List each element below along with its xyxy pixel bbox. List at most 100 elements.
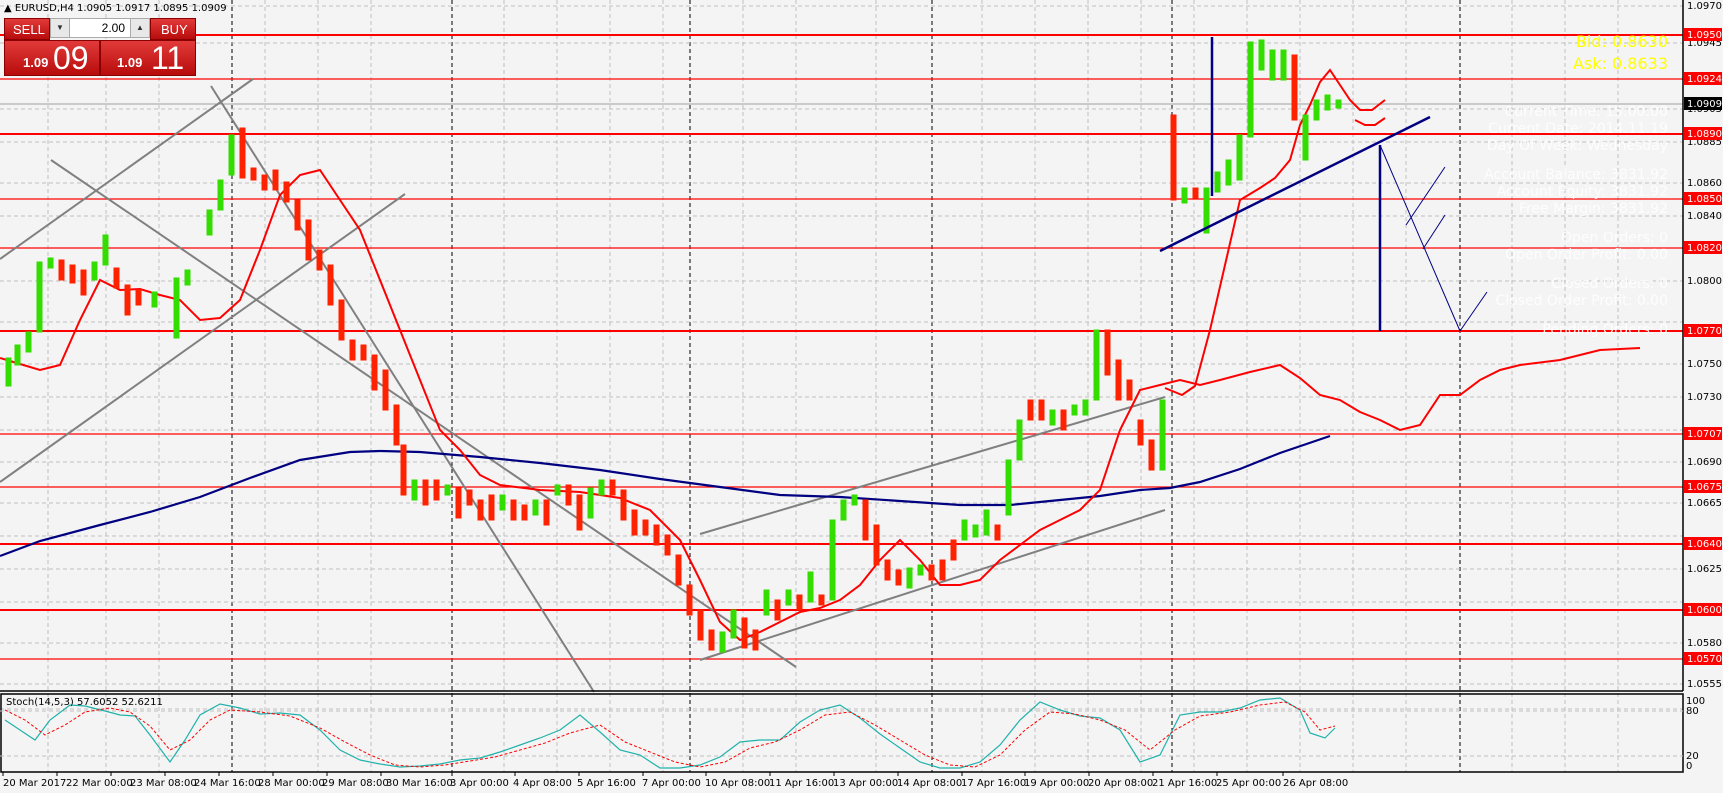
svg-text:1.0580: 1.0580 <box>1687 638 1722 649</box>
stoch-scale: 100 80 20 0 <box>1686 696 1705 772</box>
time-axis-ticks <box>2 772 1284 776</box>
svg-text:24 Mar 16:00: 24 Mar 16:00 <box>194 778 261 789</box>
svg-text:1.0909: 1.0909 <box>1687 99 1722 110</box>
svg-text:1.0750: 1.0750 <box>1687 359 1722 370</box>
svg-text:1.0707: 1.0707 <box>1687 429 1722 440</box>
current-date-text: Current Date: 2014.11.19 <box>1488 121 1668 137</box>
svg-text:20: 20 <box>1686 751 1699 762</box>
svg-text:5 Apr 16:00: 5 Apr 16:00 <box>577 778 636 789</box>
level-price-tags: 1.0950 1.0924 1.0909 1.0890 1.0850 1.082… <box>1684 28 1722 665</box>
svg-text:1.0625: 1.0625 <box>1687 564 1722 575</box>
lot-decrease-icon[interactable]: ▼ <box>51 19 70 37</box>
svg-text:1.0570: 1.0570 <box>1687 654 1722 665</box>
open-orders-text: Open Orders: 0 <box>1561 230 1668 246</box>
svg-text:14 Apr 08:00: 14 Apr 08:00 <box>897 778 962 789</box>
fast-moving-average <box>0 168 1641 642</box>
svg-text:25 Apr 00:00: 25 Apr 00:00 <box>1216 778 1281 789</box>
projection-lines[interactable] <box>1159 37 1488 332</box>
candlesticks[interactable] <box>5 39 1342 653</box>
svg-text:1.0885: 1.0885 <box>1687 137 1722 148</box>
svg-text:23 Mar 08:00: 23 Mar 08:00 <box>130 778 197 789</box>
buy-price-prefix: 1.09 <box>117 55 143 70</box>
stoch-signal-line <box>4 701 1336 768</box>
stochastic-label: Stoch(14,5,3) 57.6052 52.6211 <box>6 697 163 708</box>
price-tail <box>1354 117 1386 126</box>
svg-text:7 Apr 00:00: 7 Apr 00:00 <box>642 778 701 789</box>
svg-text:11 Apr 16:00: 11 Apr 16:00 <box>769 778 834 789</box>
sell-price-pips: 09 <box>53 40 89 76</box>
svg-text:1.0950: 1.0950 <box>1687 30 1722 41</box>
sell-price-button[interactable]: 1.09 09 <box>4 40 100 76</box>
account-equity-text: Account Equity: 3831.92 <box>1496 184 1668 200</box>
svg-text:29 Mar 08:00: 29 Mar 08:00 <box>322 778 389 789</box>
svg-text:20 Apr 08:00: 20 Apr 08:00 <box>1088 778 1153 789</box>
stoch-main-line <box>4 697 1336 769</box>
stochastic-panel[interactable] <box>0 693 1684 773</box>
support-resistance-levels[interactable] <box>0 34 1683 660</box>
svg-text:17 Apr 16:00: 17 Apr 16:00 <box>961 778 1026 789</box>
svg-text:0: 0 <box>1686 761 1692 772</box>
lot-size-stepper[interactable]: ▼ 2.00 ▲ <box>50 18 150 38</box>
svg-text:1.0640: 1.0640 <box>1687 539 1722 550</box>
buy-button[interactable]: BUY <box>150 18 196 40</box>
svg-text:1.0600: 1.0600 <box>1687 605 1722 616</box>
svg-text:1.0730: 1.0730 <box>1687 392 1722 403</box>
svg-text:20 Mar 2017: 20 Mar 2017 <box>3 778 66 789</box>
slow-moving-average <box>0 434 1331 558</box>
svg-text:26 Apr 08:00: 26 Apr 08:00 <box>1283 778 1348 789</box>
lot-increase-icon[interactable]: ▲ <box>130 19 149 37</box>
svg-text:13 Apr 00:00: 13 Apr 00:00 <box>833 778 898 789</box>
symbol-ohlc-header: ▲ EURUSD,H4 1.0905 1.0917 1.0895 1.0909 <box>4 3 227 14</box>
account-balance-text: Account Balance: 3831.92 <box>1484 167 1668 183</box>
svg-text:4 Apr 08:00: 4 Apr 08:00 <box>513 778 572 789</box>
svg-text:80: 80 <box>1686 706 1699 717</box>
svg-text:1.0924: 1.0924 <box>1687 74 1722 85</box>
period-separators <box>231 0 1461 772</box>
one-click-trading-panel: SELL ▼ 2.00 ▲ BUY 1.09 09 1.09 11 <box>4 18 196 76</box>
bid-ask-overlay: Bid: 0.8630 Ask: 0.8633 <box>1573 31 1668 75</box>
stoch-grid <box>0 710 1683 757</box>
free-margin-text: Free Margin: 3831.92 <box>1518 201 1668 217</box>
svg-text:30 Mar 16:00: 30 Mar 16:00 <box>386 778 453 789</box>
sell-button[interactable]: SELL <box>4 18 50 40</box>
svg-text:1.0690: 1.0690 <box>1687 457 1722 468</box>
svg-text:1.0840: 1.0840 <box>1687 211 1722 222</box>
current-time-text: Current Time: 15:00:00 <box>1504 104 1668 120</box>
svg-text:1.0820: 1.0820 <box>1687 243 1722 254</box>
fast-moving-average-recent <box>1164 68 1386 397</box>
svg-text:1.0555: 1.0555 <box>1687 679 1722 690</box>
buy-price-button[interactable]: 1.09 11 <box>100 40 196 76</box>
svg-text:22 Mar 00:00: 22 Mar 00:00 <box>66 778 133 789</box>
svg-text:1.0970: 1.0970 <box>1687 1 1722 12</box>
open-order-profit-text: Open Order Profit: 0.00 <box>1505 247 1668 263</box>
svg-text:3 Apr 00:00: 3 Apr 00:00 <box>450 778 509 789</box>
svg-text:1.0860: 1.0860 <box>1687 178 1722 189</box>
svg-text:1.0890: 1.0890 <box>1687 129 1722 140</box>
lot-size-input[interactable]: 2.00 <box>101 21 125 35</box>
svg-text:21 Apr 16:00: 21 Apr 16:00 <box>1152 778 1217 789</box>
svg-text:28 Mar 00:00: 28 Mar 00:00 <box>258 778 325 789</box>
svg-text:10 Apr 08:00: 10 Apr 08:00 <box>705 778 770 789</box>
vertical-grid <box>47 0 1619 772</box>
account-info-overlay: Current Time: 15:00:00 Current Date: 201… <box>1484 104 1668 339</box>
closed-order-profit-text: Closed Order Profit: 0.00 <box>1495 293 1668 309</box>
svg-text:19 Apr 00:00: 19 Apr 00:00 <box>1024 778 1089 789</box>
svg-text:1.0800: 1.0800 <box>1687 276 1722 287</box>
time-axis-labels: 20 Mar 2017 22 Mar 00:00 23 Mar 08:00 24… <box>3 778 1348 789</box>
svg-text:100: 100 <box>1686 696 1705 707</box>
svg-text:1.0770: 1.0770 <box>1687 326 1722 337</box>
buy-price-pips: 11 <box>151 40 185 76</box>
svg-text:1.0665: 1.0665 <box>1687 498 1722 509</box>
svg-text:1.0945: 1.0945 <box>1687 38 1722 49</box>
pending-orders-text: Pending Orders: 0 <box>1542 322 1668 338</box>
ask-text: Ask: 0.8633 <box>1572 54 1668 73</box>
day-of-week-text: Day Of Week: Wednesday <box>1486 138 1668 154</box>
svg-text:1.0850: 1.0850 <box>1687 194 1722 205</box>
sell-price-prefix: 1.09 <box>23 55 49 70</box>
closed-orders-text: Closed Orders: 0 <box>1551 276 1668 292</box>
horizontal-grid <box>0 5 1683 757</box>
trend-channels[interactable] <box>0 78 1166 693</box>
svg-text:1.0675: 1.0675 <box>1687 482 1722 493</box>
bid-text: Bid: 0.8630 <box>1575 32 1668 51</box>
